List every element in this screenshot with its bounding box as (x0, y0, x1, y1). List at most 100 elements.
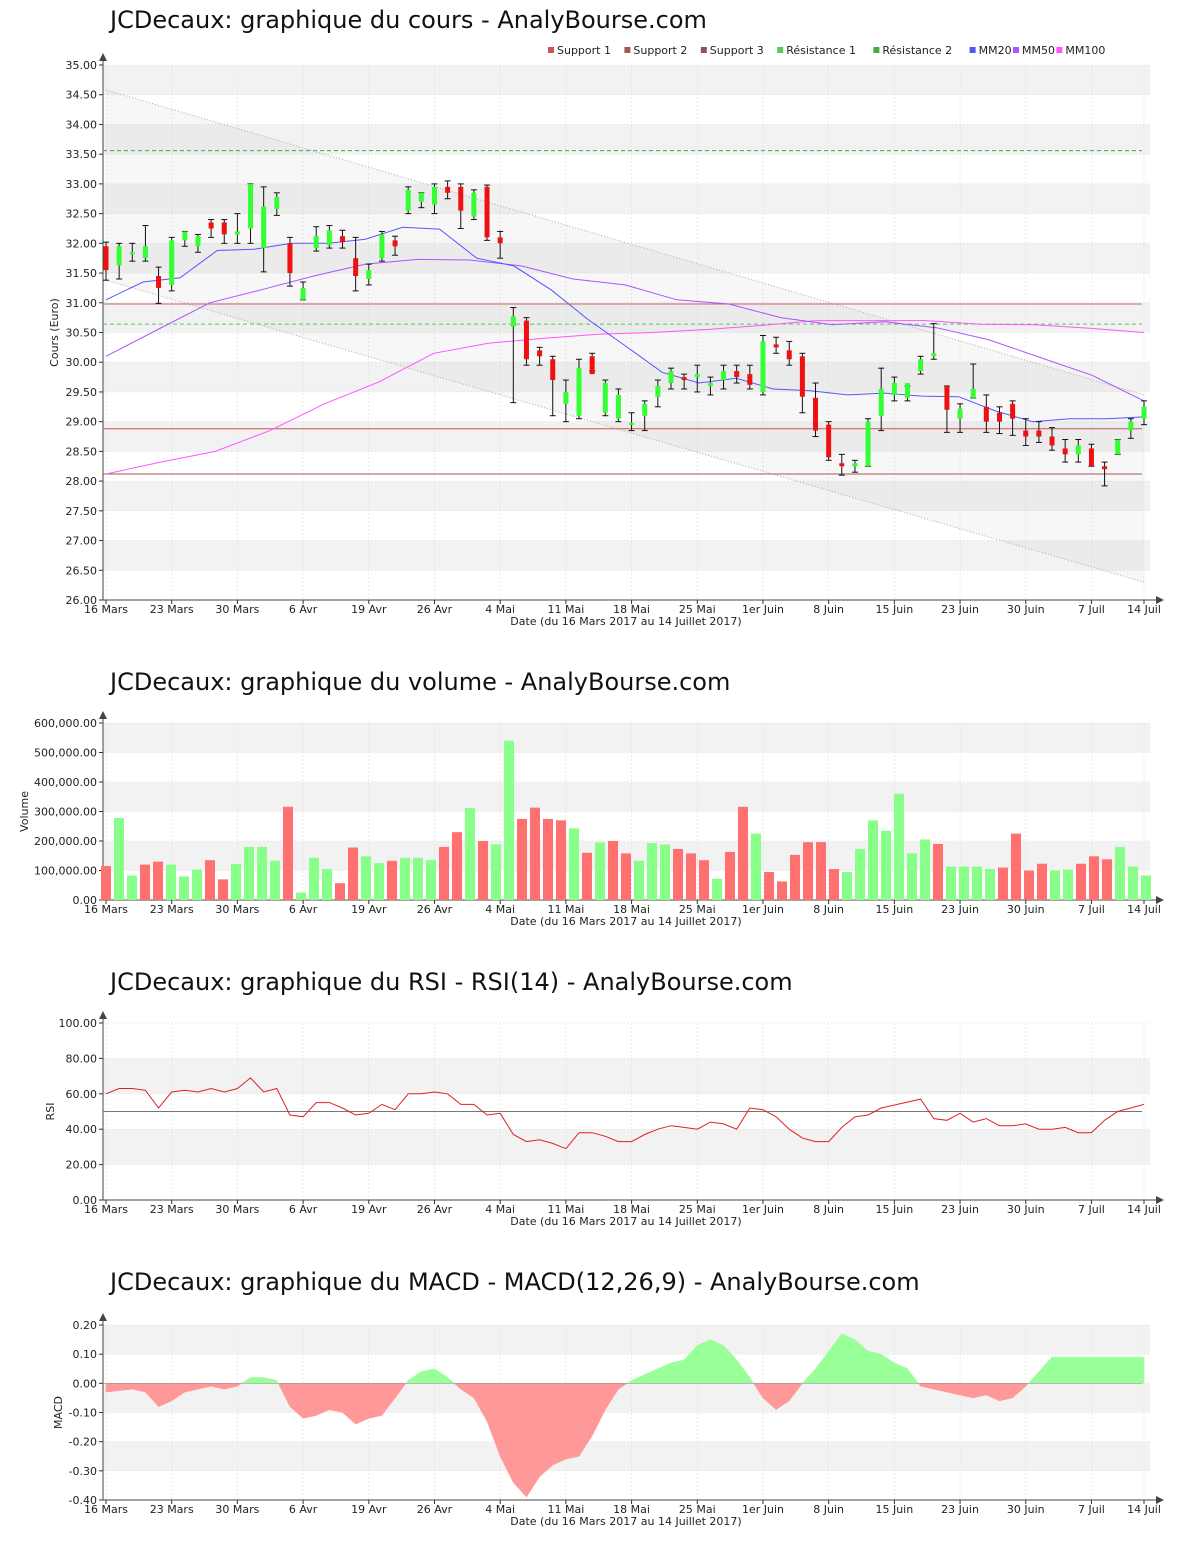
x-tick-label: 7 Juil (1078, 1503, 1105, 1516)
volume-bar (1076, 863, 1086, 900)
mm20-line (105, 226, 1145, 423)
candle-body (550, 359, 556, 381)
candle-body (996, 412, 1002, 422)
candle-body (944, 386, 950, 410)
candle-body (366, 270, 372, 279)
candle-body (629, 422, 635, 425)
candle-body (760, 341, 766, 392)
macd-area (710, 1339, 724, 1384)
candle-body (313, 236, 319, 249)
candle-body (261, 206, 267, 249)
legend-swatch (969, 47, 976, 53)
volume-bar (855, 848, 865, 900)
macd-area (999, 1383, 1013, 1402)
rsi-chart: 0.00 20.00 40.00 60.00 80.00 100.00 16 Mars 23 … (44, 1011, 1164, 1228)
volume-bar (179, 876, 189, 900)
volume-bar (998, 867, 1008, 900)
grid-band (103, 124, 1150, 155)
candle-body (694, 374, 700, 378)
y-tick-label: 60.00 (66, 1088, 98, 1101)
candle-body (1062, 448, 1068, 455)
x-tick-label: 25 Mai (679, 1203, 716, 1216)
candle-body (839, 463, 845, 467)
macd-area (552, 1383, 567, 1466)
x-axis-label: Date (du 16 Mars 2017 au 14 Juillet 2017… (510, 1215, 741, 1228)
candle-body (1010, 403, 1016, 419)
volume-bar (660, 844, 670, 900)
x-tick-label: 11 Mai (547, 903, 584, 916)
price-chart-title: JCDecaux: graphique du cours - AnalyBour… (110, 6, 707, 34)
rsi-line (105, 1077, 1145, 1150)
macd-chart-title: JCDecaux: graphique du MACD - MACD(12,26… (110, 1268, 920, 1296)
macd-area (421, 1368, 435, 1384)
y-axis-label: RSI (44, 1103, 57, 1121)
legend-label: Résistance 1 (786, 44, 856, 57)
volume-bar (686, 853, 696, 900)
candle-body (287, 243, 293, 274)
macd-area (1038, 1356, 1053, 1384)
volume-bar (556, 820, 566, 900)
candle-body (1036, 430, 1042, 437)
mm50-line (105, 258, 1145, 402)
y-tick-label: 31.00 (66, 297, 98, 310)
macd-area (697, 1339, 711, 1384)
y-tick-label: 0.20 (73, 1319, 98, 1332)
x-tick-label: 23 Juin (941, 1503, 979, 1516)
volume-bar (972, 866, 982, 900)
macd-area (565, 1383, 580, 1460)
macd-area (626, 1379, 632, 1384)
grid-band (103, 723, 1150, 753)
candle-body (878, 388, 884, 416)
candle-body (668, 371, 674, 384)
candle-body (471, 192, 477, 217)
volume-bar (673, 848, 683, 900)
volume-bar (114, 817, 124, 900)
macd-area (302, 1383, 317, 1419)
volume-bar (920, 839, 930, 900)
macd-area (342, 1383, 356, 1425)
volume-bar (465, 807, 475, 900)
x-tick-label: 19 Avr (351, 1503, 387, 1516)
macd-area (539, 1383, 553, 1478)
grid-band (103, 1325, 1150, 1355)
x-tick-label: 8 Juin (813, 903, 844, 916)
volume-bar (244, 846, 254, 900)
macd-area (880, 1353, 895, 1384)
rsi-chart-title: JCDecaux: graphique du RSI - RSI(14) - A… (110, 968, 793, 996)
candle-body (340, 236, 346, 243)
volume-bar (764, 871, 774, 900)
x-tick-label: 26 Avr (417, 1203, 453, 1216)
volume-bar (361, 856, 371, 900)
volume-bar (933, 843, 943, 900)
x-tick-label: 16 Mars (84, 603, 128, 616)
x-tick-label: 14 Juil (1127, 603, 1161, 616)
candle-body (497, 237, 503, 244)
legend-label: MM20 (979, 44, 1012, 57)
candle-body (786, 350, 792, 360)
candle-body (1088, 448, 1094, 467)
x-tick-label: 15 Juin (875, 1203, 913, 1216)
x-tick-label: 30 Juin (1007, 1203, 1045, 1216)
macd-area (657, 1362, 672, 1384)
y-tick-label: 30.50 (66, 327, 98, 340)
macd-area (263, 1377, 278, 1384)
x-tick-label: 7 Juil (1078, 603, 1105, 616)
candle-body (721, 371, 727, 381)
macd-area (841, 1333, 856, 1384)
x-tick-label: 16 Mars (84, 1503, 128, 1516)
candle-body (773, 344, 779, 348)
legend-swatch (624, 47, 631, 53)
candle-body (405, 189, 411, 211)
volume-bar (270, 860, 280, 900)
x-axis-label: Date (du 16 Mars 2017 au 14 Juillet 2017… (510, 1515, 741, 1528)
macd-area (526, 1383, 540, 1498)
x-tick-label: 11 Mai (547, 1503, 584, 1516)
x-tick-label: 7 Juil (1078, 1203, 1105, 1216)
x-tick-label: 6 Avr (289, 1203, 318, 1216)
candle-body (642, 403, 648, 416)
legend-label: Support 2 (633, 44, 687, 57)
volume-bar (166, 864, 176, 900)
candle-body (1128, 421, 1134, 431)
volume-bar (738, 806, 748, 900)
grid-band (103, 362, 1150, 392)
